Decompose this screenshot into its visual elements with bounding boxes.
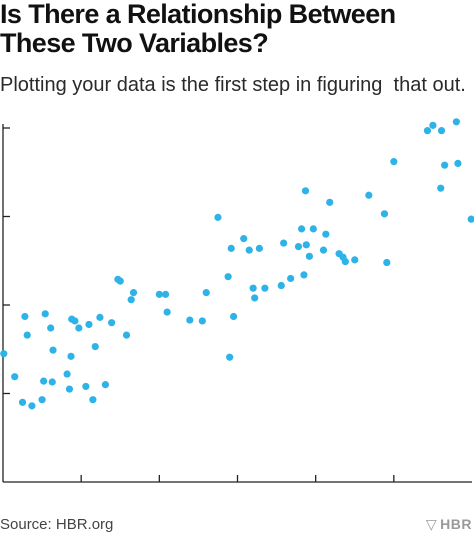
chart-subtitle: Plotting your data is the first step in … bbox=[0, 74, 466, 96]
data-point bbox=[161, 290, 170, 298]
data-point bbox=[437, 127, 446, 135]
data-point bbox=[41, 310, 49, 318]
hbr-logo-icon: ▽ bbox=[425, 516, 438, 532]
data-point bbox=[163, 308, 171, 316]
data-point bbox=[287, 274, 295, 283]
data-point bbox=[155, 290, 163, 298]
data-point bbox=[65, 385, 74, 393]
data-point bbox=[129, 289, 138, 297]
axes bbox=[2, 124, 472, 483]
data-point bbox=[23, 331, 31, 339]
data-point bbox=[63, 370, 71, 378]
data-point bbox=[277, 281, 285, 290]
data-point bbox=[309, 225, 317, 233]
data-point bbox=[18, 398, 27, 406]
data-point bbox=[108, 319, 116, 327]
data-point bbox=[245, 246, 253, 254]
data-point bbox=[227, 244, 235, 252]
chart-title: Is There a Relationship Between These Tw… bbox=[0, 0, 474, 58]
data-point bbox=[198, 317, 206, 325]
data-point bbox=[261, 284, 269, 292]
data-point bbox=[380, 210, 389, 218]
data-point bbox=[294, 242, 303, 251]
data-point bbox=[91, 342, 99, 351]
data-point bbox=[423, 127, 432, 135]
data-point bbox=[383, 258, 391, 267]
data-point bbox=[11, 373, 19, 381]
data-point bbox=[101, 381, 109, 389]
data-point bbox=[202, 289, 210, 297]
title-line-1: Is There a Relationship Between bbox=[0, 0, 396, 29]
title-line-2: These Two Variables? bbox=[0, 28, 269, 58]
data-point bbox=[38, 396, 46, 404]
data-point bbox=[82, 382, 90, 391]
data-point bbox=[351, 256, 359, 264]
data-point bbox=[28, 402, 36, 410]
data-point bbox=[226, 353, 234, 361]
data-point bbox=[326, 198, 334, 206]
data-point bbox=[48, 378, 56, 386]
data-point bbox=[441, 161, 449, 169]
hbr-logo-text: HBR bbox=[440, 516, 472, 532]
data-point bbox=[116, 277, 124, 285]
data-point bbox=[365, 191, 373, 199]
data-point bbox=[300, 271, 308, 279]
data-point bbox=[0, 350, 8, 358]
data-point bbox=[280, 239, 288, 247]
data-point bbox=[229, 312, 238, 321]
hbr-logo: ▽ HBR bbox=[426, 516, 472, 533]
data-point bbox=[40, 377, 48, 385]
data-point bbox=[224, 273, 232, 281]
data-point bbox=[71, 317, 79, 325]
data-point bbox=[251, 294, 259, 302]
source-note: Source: HBR.org bbox=[0, 516, 114, 533]
data-point bbox=[429, 121, 437, 129]
data-point bbox=[67, 352, 75, 360]
data-point bbox=[390, 158, 398, 166]
data-point bbox=[255, 244, 263, 252]
data-point bbox=[301, 187, 310, 195]
data-point bbox=[96, 313, 104, 321]
data-points bbox=[0, 118, 474, 410]
data-point bbox=[249, 284, 257, 292]
data-point bbox=[89, 396, 97, 404]
data-point bbox=[21, 312, 29, 321]
data-point bbox=[452, 118, 460, 126]
data-point bbox=[122, 331, 131, 339]
data-point bbox=[85, 320, 93, 329]
data-point bbox=[127, 296, 135, 304]
data-point bbox=[186, 316, 194, 324]
data-point bbox=[454, 159, 462, 167]
data-point bbox=[319, 246, 328, 254]
data-point bbox=[341, 258, 349, 266]
data-point bbox=[75, 324, 83, 332]
data-point bbox=[305, 252, 314, 260]
data-point bbox=[302, 241, 310, 249]
data-point bbox=[240, 235, 248, 243]
data-point bbox=[49, 346, 57, 354]
data-point bbox=[467, 215, 474, 223]
data-point bbox=[214, 213, 222, 221]
data-point bbox=[47, 324, 55, 332]
data-point bbox=[437, 184, 445, 192]
data-point bbox=[297, 225, 306, 233]
data-point bbox=[322, 230, 330, 238]
